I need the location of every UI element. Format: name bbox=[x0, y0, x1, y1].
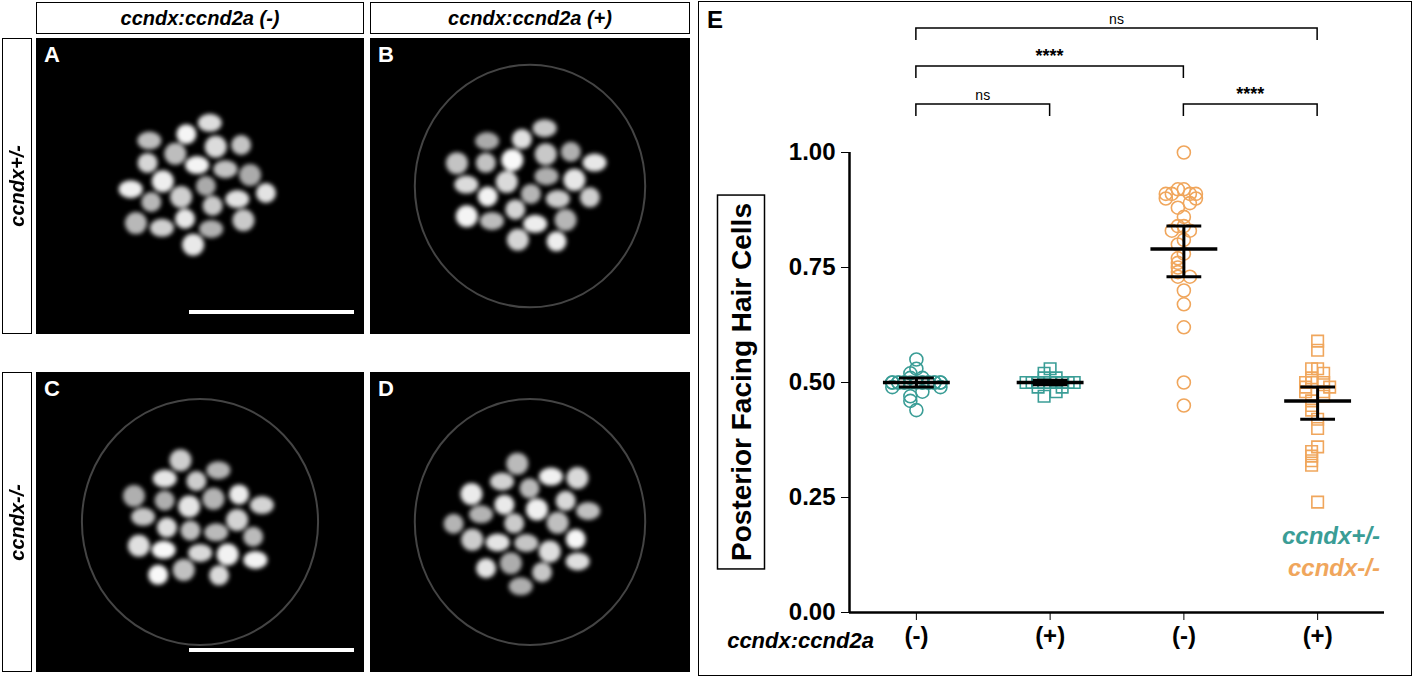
html-text:B: B bbox=[378, 42, 394, 67]
svg-text:(+): (+) bbox=[1303, 622, 1333, 649]
html-text:D: D bbox=[378, 376, 394, 401]
html-text:ccndx:ccnd2a (-): ccndx:ccnd2a (-) bbox=[120, 6, 280, 29]
svg-text:ns: ns bbox=[975, 87, 990, 103]
svg-text:1.00: 1.00 bbox=[789, 138, 836, 165]
svg-text:0.00: 0.00 bbox=[789, 598, 836, 625]
svg-text:ccndx-/-: ccndx-/- bbox=[1288, 554, 1380, 581]
svg-text:0.50: 0.50 bbox=[789, 368, 836, 395]
svg-text:0.25: 0.25 bbox=[789, 483, 836, 510]
svg-text:(+): (+) bbox=[1035, 622, 1065, 649]
html-text:A: A bbox=[44, 42, 60, 67]
svg-text:(-): (-) bbox=[904, 622, 928, 649]
svg-text:ns: ns bbox=[1109, 11, 1124, 27]
html-text:C: C bbox=[44, 376, 60, 401]
svg-text:****: **** bbox=[1236, 84, 1264, 104]
html-text:ccndx-/-: ccndx-/- bbox=[5, 483, 28, 561]
svg-text:Posterior Facing Hair Cells: Posterior Facing Hair Cells bbox=[726, 203, 757, 561]
svg-text:(-): (-) bbox=[1172, 622, 1196, 649]
svg-text:ccndx:ccnd2a: ccndx:ccnd2a bbox=[727, 628, 874, 653]
svg-text:0.75: 0.75 bbox=[789, 253, 836, 280]
html-text:ccndx:ccnd2a (+): ccndx:ccnd2a (+) bbox=[448, 6, 612, 29]
html-text:ccndx+/-: ccndx+/- bbox=[5, 145, 28, 227]
html-text:E: E bbox=[707, 6, 723, 33]
svg-text:ccndx+/-: ccndx+/- bbox=[1282, 522, 1380, 549]
svg-text:****: **** bbox=[1036, 46, 1064, 66]
